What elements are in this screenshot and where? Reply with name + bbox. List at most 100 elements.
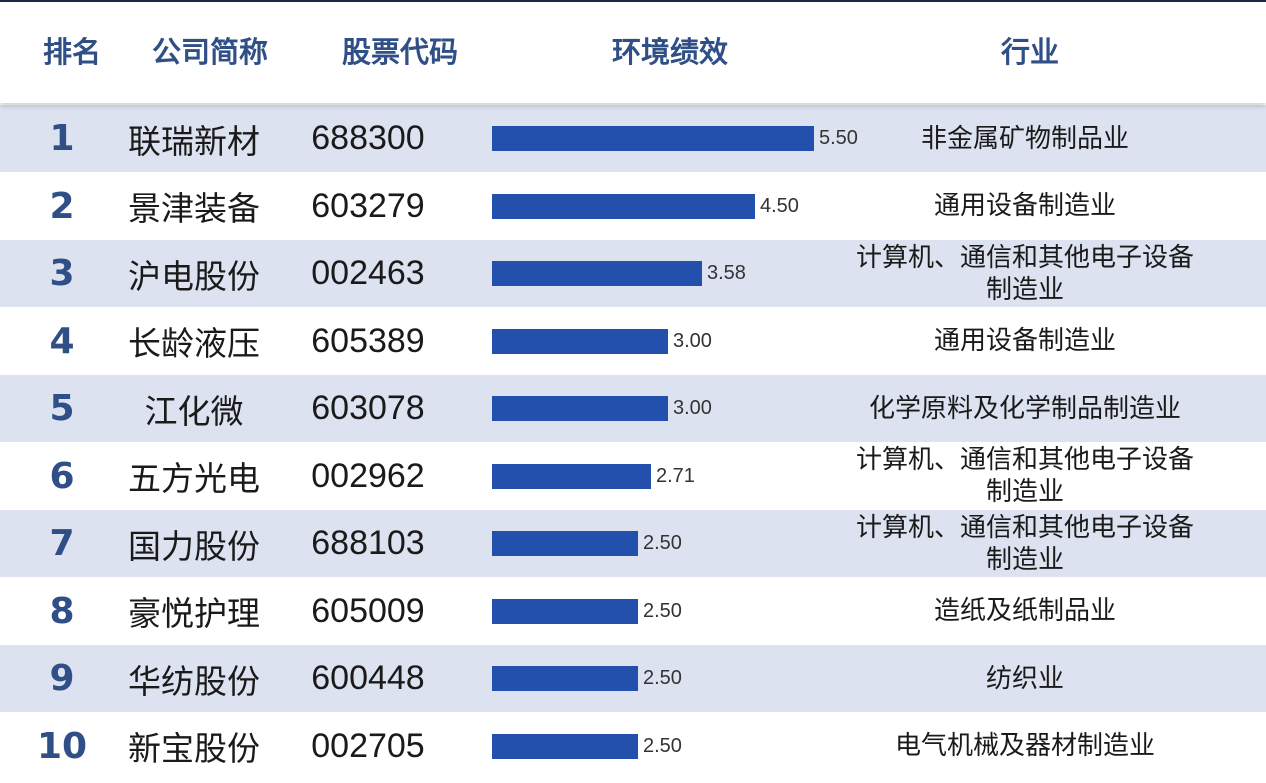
industry-line: 制造业 (985, 544, 1064, 575)
company-name-cell: 华纺股份 (128, 661, 260, 701)
table-row: 4 长龄液压 605389 3.00 通用设备制造业 (0, 307, 1266, 375)
bar (492, 261, 702, 286)
bar-cell: 2.50 (492, 510, 882, 577)
header-rank: 排名 (42, 35, 101, 69)
rank-cell: 10 (36, 725, 88, 767)
bar-value-label: 2.71 (656, 464, 695, 487)
stock-code-cell: 603078 (311, 389, 425, 427)
stock-code-cell: 605009 (311, 591, 425, 630)
industry-line: 制造业 (985, 274, 1064, 305)
table-row: 10 新宝股份 002705 2.50 电气机械及器材制造业 (0, 712, 1266, 780)
industry-line: 计算机、通信和其他电子设备 (855, 242, 1194, 273)
bar (492, 126, 814, 151)
table-row: 3 沪电股份 002463 3.58 计算机、通信和其他电子设备 制造业 (0, 240, 1266, 307)
company-name-cell: 国力股份 (128, 526, 260, 566)
bar-value-label: 2.50 (643, 667, 682, 689)
industry-cell: 纺织业 (830, 645, 1220, 712)
stock-code-cell: 688103 (311, 524, 425, 562)
industry-line: 非金属矿物制品业 (920, 123, 1129, 154)
industry-line: 制造业 (985, 477, 1064, 507)
rank-cell: 7 (49, 523, 75, 564)
bar (492, 666, 638, 691)
table-row: 2 景津装备 603279 4.50 通用设备制造业 (0, 172, 1266, 240)
industry-cell: 计算机、通信和其他电子设备 制造业 (830, 443, 1220, 510)
bar (492, 531, 638, 556)
stock-code-cell: 002463 (311, 254, 425, 292)
industry-line: 计算机、通信和其他电子设备 (855, 512, 1194, 543)
bar-cell: 3.58 (492, 240, 882, 307)
bar-cell: 3.00 (492, 308, 882, 375)
bar-cell: 2.50 (492, 713, 882, 780)
industry-cell: 电气机械及器材制造业 (830, 713, 1220, 780)
bar-value-label: 2.50 (643, 734, 682, 757)
rank-cell: 4 (49, 320, 75, 362)
header-name: 公司简称 (151, 35, 268, 69)
bar-value-label: 2.50 (643, 599, 682, 622)
bar-value-label: 5.50 (819, 127, 858, 149)
stock-code-cell: 002705 (311, 726, 425, 765)
industry-cell: 计算机、通信和其他电子设备 制造业 (830, 240, 1220, 307)
bar (492, 733, 638, 759)
company-name-cell: 联瑞新材 (128, 121, 260, 161)
rank-cell: 3 (49, 253, 75, 294)
header-metric: 环境绩效 (611, 35, 728, 69)
industry-line: 计算机、通信和其他电子设备 (855, 445, 1194, 475)
bar (492, 193, 755, 219)
industry-line: 造纸及纸制品业 (933, 596, 1116, 626)
rank-cell: 9 (49, 658, 75, 699)
company-name-cell: 新宝股份 (128, 729, 260, 768)
industry-line: 化学原料及化学制品制造业 (868, 393, 1181, 424)
bar-cell: 2.71 (492, 443, 882, 510)
table-row: 6 五方光电 002962 2.71 计算机、通信和其他电子设备 制造业 (0, 442, 1266, 510)
stock-code-cell: 002962 (311, 456, 425, 495)
header-code: 股票代码 (341, 35, 458, 69)
header-industry: 行业 (1000, 35, 1059, 69)
bar-value-label: 4.50 (760, 194, 799, 217)
company-name-cell: 江化微 (144, 391, 244, 431)
bar-cell: 2.50 (492, 645, 882, 712)
table-row: 7 国力股份 688103 2.50 计算机、通信和其他电子设备 制造业 (0, 510, 1266, 577)
stock-code-cell: 600448 (311, 659, 425, 697)
stock-code-cell: 603279 (311, 186, 425, 225)
rank-cell: 1 (49, 118, 75, 159)
table-row: 1 联瑞新材 688300 5.50 非金属矿物制品业 (0, 105, 1266, 172)
bar (492, 463, 651, 489)
rank-cell: 5 (49, 388, 75, 429)
bar-cell: 3.00 (492, 375, 882, 442)
company-name-cell: 沪电股份 (128, 256, 260, 296)
industry-cell: 造纸及纸制品业 (830, 578, 1220, 645)
table-row: 9 华纺股份 600448 2.50 纺织业 (0, 645, 1266, 712)
industry-cell: 计算机、通信和其他电子设备 制造业 (830, 510, 1220, 577)
bar (492, 598, 638, 624)
industry-line: 通用设备制造业 (933, 191, 1116, 221)
bar-cell: 2.50 (492, 578, 882, 645)
industry-cell: 通用设备制造业 (830, 308, 1220, 375)
table-header: 排名 公司简称 股票代码 环境绩效 行业 (0, 2, 1266, 103)
industry-line: 纺织业 (985, 663, 1064, 694)
bar-cell: 4.50 (492, 173, 882, 240)
industry-cell: 通用设备制造业 (830, 173, 1220, 240)
company-name-cell: 五方光电 (128, 459, 260, 498)
company-name-cell: 景津装备 (128, 189, 260, 228)
bar-cell: 5.50 (492, 105, 882, 172)
stock-code-cell: 688300 (311, 119, 425, 157)
bar-value-label: 3.58 (707, 262, 746, 284)
rank-cell: 6 (49, 455, 75, 497)
table-row: 8 豪悦护理 605009 2.50 造纸及纸制品业 (0, 577, 1266, 645)
bar-value-label: 3.00 (673, 329, 712, 352)
bar (492, 328, 668, 354)
bar-value-label: 2.50 (643, 532, 682, 554)
industry-line: 通用设备制造业 (933, 326, 1116, 356)
industry-cell: 化学原料及化学制品制造业 (830, 375, 1220, 442)
rank-cell: 2 (49, 185, 75, 227)
top-border-line (0, 0, 1266, 2)
table-row: 5 江化微 603078 3.00 化学原料及化学制品制造业 (0, 375, 1266, 442)
rank-cell: 8 (49, 590, 75, 632)
company-name-cell: 豪悦护理 (128, 594, 260, 633)
bar (492, 396, 668, 421)
company-name-cell: 长龄液压 (128, 324, 260, 363)
industry-cell: 非金属矿物制品业 (830, 105, 1220, 172)
industry-line: 电气机械及器材制造业 (894, 731, 1155, 761)
stock-code-cell: 605389 (311, 321, 425, 360)
bar-value-label: 3.00 (673, 397, 712, 419)
